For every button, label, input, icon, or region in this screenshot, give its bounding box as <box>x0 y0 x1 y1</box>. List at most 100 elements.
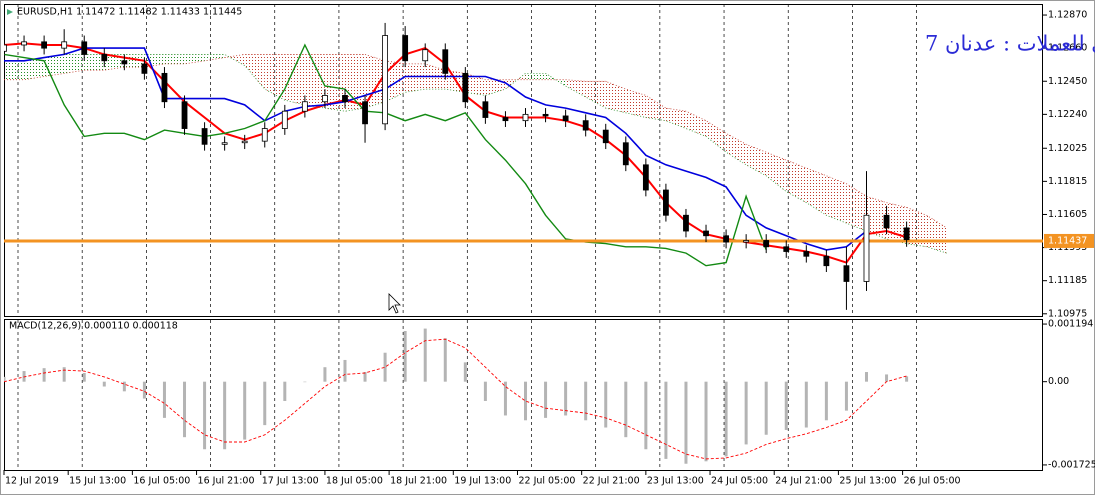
candle-body <box>81 41 88 55</box>
x-tick-label: 16 Jul 05:00 <box>133 476 190 487</box>
cloud-segment <box>806 167 827 216</box>
candle-body <box>402 35 409 62</box>
y-tick-label: 1.11185 <box>1048 275 1087 286</box>
macd-bar <box>905 376 909 382</box>
macd-panel <box>4 319 1043 471</box>
cloud-segment <box>906 207 927 247</box>
x-tick-label: 17 Jul 13:00 <box>262 476 319 487</box>
cloud-segment <box>826 175 847 224</box>
macd-bar <box>764 381 768 435</box>
cloud-segment <box>525 73 546 80</box>
x-tick-label: 22 Jul 05:00 <box>518 476 575 487</box>
macd-bar <box>664 381 668 459</box>
cloud-segment <box>84 54 105 71</box>
candle-body <box>382 35 389 125</box>
cloud-segment <box>886 202 907 244</box>
macd-bar <box>784 381 788 430</box>
macd-bar <box>423 328 427 382</box>
x-tick-label: 18 Jul 21:00 <box>390 476 447 487</box>
candle-body <box>823 255 830 267</box>
macd-bar <box>243 381 247 440</box>
macd-bar <box>864 372 868 382</box>
macd-bar <box>82 372 86 382</box>
macd-bar <box>122 381 126 392</box>
cloud-segment <box>585 81 606 109</box>
candle-body <box>281 110 288 129</box>
macd-bar <box>724 381 728 457</box>
x-tick-label: 26 Jul 05:00 <box>904 476 961 487</box>
candle-body <box>101 54 108 62</box>
candle-body <box>121 60 128 65</box>
candle-body <box>502 117 509 122</box>
y-tick-label: 1.12240 <box>1048 109 1087 120</box>
x-tick-label: 18 Jul 05:00 <box>326 476 383 487</box>
macd-bar <box>624 381 628 438</box>
cloud-segment <box>204 54 225 61</box>
candle-body <box>642 164 649 191</box>
candle-body <box>763 240 770 248</box>
candle-body <box>783 246 790 252</box>
cloud-segment <box>304 54 325 109</box>
x-tick-label: 24 Jul 21:00 <box>775 476 832 487</box>
macd-bar <box>363 372 367 382</box>
candle-body <box>442 49 449 74</box>
candle-body <box>703 230 709 237</box>
y-tick-label: 0.00 <box>1048 376 1069 387</box>
price-label-box <box>1044 233 1094 248</box>
cloud-segment <box>685 111 707 137</box>
macd-bar <box>824 381 828 421</box>
cloud-segment <box>144 54 165 68</box>
candle-body <box>663 189 669 216</box>
candle-body <box>261 128 268 142</box>
chart-title: EURUSD,H1 1.11472 1.11482 1.11433 1.1144… <box>17 7 242 18</box>
candle-body <box>241 140 248 144</box>
x-tick-label: 23 Jul 13:00 <box>647 476 704 487</box>
cloud-segment <box>64 54 85 74</box>
y-tick-label: 1.12870 <box>1048 10 1087 21</box>
candle-body <box>41 41 48 49</box>
cloud-segment <box>324 54 345 112</box>
macd-bar <box>844 381 848 411</box>
cloud-segment <box>706 120 727 153</box>
mouse-cursor <box>388 293 401 314</box>
cloud-segment <box>4 60 25 80</box>
macd-bar <box>102 381 106 387</box>
cloud-segment <box>284 54 305 105</box>
y-tick-label: -0.001725 <box>1048 459 1095 470</box>
main-panel <box>4 4 1043 317</box>
x-tick-label: 15 Jul 13:00 <box>69 476 126 487</box>
cloud-segment <box>385 60 406 102</box>
cloud-segment <box>605 81 626 113</box>
x-tick-label: 19 Jul 13:00 <box>454 476 511 487</box>
macd-bar <box>42 368 46 382</box>
cloud-segment <box>926 215 947 254</box>
macd-bar <box>383 352 387 382</box>
macd-bar <box>804 381 808 428</box>
cloud-segment <box>565 79 586 98</box>
macd-bar <box>885 374 889 382</box>
candle-body <box>342 95 348 103</box>
cloud-segment <box>625 89 646 118</box>
macd-bar <box>644 381 648 450</box>
candle-body <box>582 120 589 131</box>
y-tick-label: 1.12660 <box>1048 43 1087 54</box>
candle-body <box>803 251 810 257</box>
y-tick-label: 1.11815 <box>1048 176 1087 187</box>
macd-bar <box>303 381 307 383</box>
cloud-segment <box>726 133 747 165</box>
macd-bar <box>263 381 267 426</box>
macd-bar <box>343 359 347 382</box>
candle-body <box>201 128 208 145</box>
candle-body <box>422 49 429 62</box>
candle-body <box>562 115 569 122</box>
cloud-segment <box>164 54 185 64</box>
macd-bar <box>744 381 748 445</box>
cloud-segment <box>184 54 205 64</box>
cloud-segment <box>224 54 245 66</box>
macd-bar <box>22 371 26 382</box>
cloud-segment <box>104 54 125 71</box>
candle-body <box>843 265 850 282</box>
cloud-segment <box>24 57 45 80</box>
cloud-segment <box>405 63 426 93</box>
